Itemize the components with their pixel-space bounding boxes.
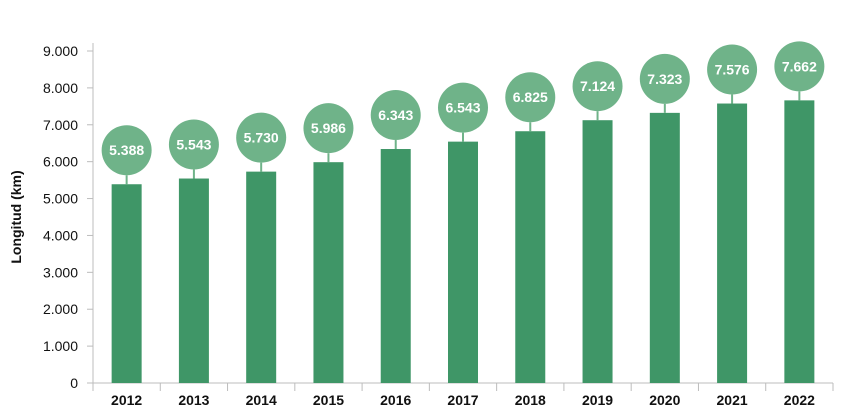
data-label-2016: 6.343 [378,107,413,123]
y-tick-label: 3.000 [43,264,78,280]
data-label-bubble [370,90,421,141]
x-tick-label-2021: 2021 [717,392,748,408]
x-tick-label-2016: 2016 [380,392,411,408]
x-tick-label-2014: 2014 [246,392,277,408]
data-label-bubble [707,44,758,95]
data-label-2013: 5.543 [176,137,211,153]
y-tick-label: 6.000 [43,154,78,170]
y-tick-label: 2.000 [43,301,78,317]
x-tick-label-2022: 2022 [784,392,815,408]
bar-2014 [246,171,277,383]
bar-2019 [582,120,613,383]
bar-2018 [515,131,546,383]
y-tick-label: 7.000 [43,117,78,133]
bar-2021 [717,103,748,383]
data-label-2015: 5.986 [311,120,346,136]
bar-2022 [784,100,815,383]
x-tick-label-2013: 2013 [178,392,209,408]
data-label-bubble [774,41,825,92]
x-tick-label-2012: 2012 [111,392,142,408]
bars-layer [111,100,815,383]
bar-2020 [649,112,680,383]
y-tick-label: 9.000 [43,43,78,59]
data-label-2022: 7.662 [782,58,817,74]
bar-2017 [448,141,478,383]
data-label-bubble [505,72,556,123]
data-label-2021: 7.576 [715,62,750,78]
x-tick-label-2020: 2020 [649,392,680,408]
data-label-bubble [639,53,690,104]
data-label-bubble [101,125,152,176]
x-tick-label-2017: 2017 [447,392,478,408]
y-tick-label: 1.000 [43,338,78,354]
data-label-bubble [572,61,623,112]
data-label-bubble [438,82,488,133]
data-label-2012: 5.388 [109,142,144,158]
x-tick-label-2018: 2018 [515,392,546,408]
x-ticks-layer: 2012 2013 2014 2015 2016 2017 2018 2019 2020 2021… [92,383,834,408]
y-tick-label: 8.000 [43,80,78,96]
x-tick-label-2019: 2019 [582,392,613,408]
bar-2015 [313,162,344,383]
y-tick-label: 5.000 [43,191,78,207]
data-label-2014: 5.730 [244,130,279,146]
bar-2013 [178,178,209,383]
data-label-2018: 6.825 [513,89,548,105]
y-tick-label: 0 [70,375,78,391]
y-axis-label: Longitud (km) [8,170,24,263]
data-label-2017: 6.543 [445,100,480,116]
y-tick-label: 4.000 [43,227,78,243]
data-label-2019: 7.124 [580,78,615,94]
data-label-bubble [236,112,287,163]
x-tick-label-2015: 2015 [313,392,344,408]
bar-2012 [111,184,142,383]
bar-2016 [380,149,411,383]
data-label-bubble [168,119,219,170]
data-labels-layer: 5.388 5.543 5.730 5.986 6.343 6.543 6.825 7.124… [101,41,825,185]
data-label-bubble [303,103,354,154]
data-label-2020: 7.323 [647,71,682,87]
y-ticks-layer: 0 1.000 2.000 3.000 4.000 5.000 6.000 7.000 8.00… [43,43,93,391]
